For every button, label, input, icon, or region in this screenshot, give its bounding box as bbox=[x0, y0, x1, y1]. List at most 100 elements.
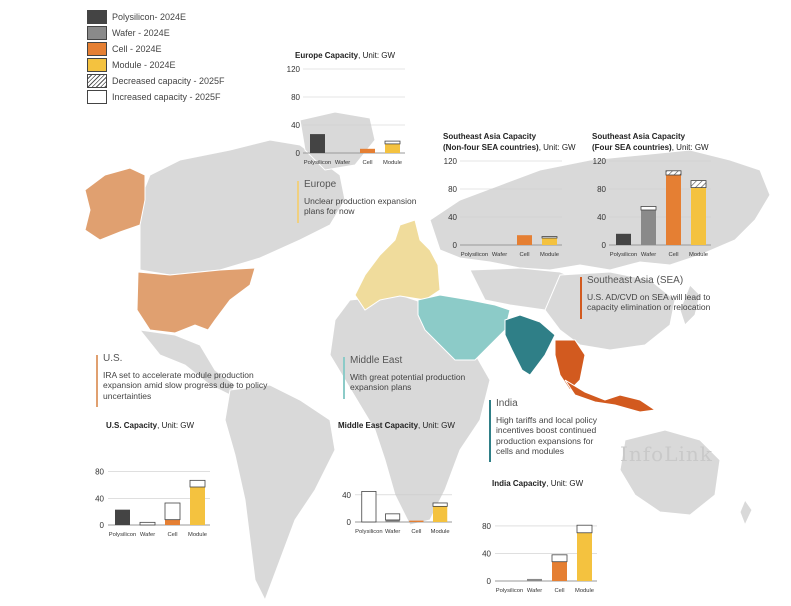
y-tick-label: 80 bbox=[448, 185, 457, 194]
x-tick-label: Wafer bbox=[641, 252, 656, 258]
map-china bbox=[544, 271, 676, 351]
note-sea: Southeast Asia (SEA) U.S. AD/CVD on SEA … bbox=[580, 275, 737, 319]
note-title: Europe bbox=[304, 179, 337, 190]
legend-item: Polysilicon- 2024E bbox=[87, 9, 237, 25]
x-tick-label: Cell bbox=[168, 532, 178, 538]
y-tick-label: 40 bbox=[291, 121, 300, 130]
x-tick-label: Module bbox=[188, 532, 207, 538]
watermark-logo: InfoLink bbox=[620, 442, 713, 466]
x-tick-label: Polysilicon bbox=[355, 529, 382, 535]
legend-label: Increased capacity - 2025F bbox=[112, 92, 221, 102]
y-tick-label: 0 bbox=[347, 518, 352, 527]
bar-module-2024e bbox=[190, 487, 205, 525]
chart-middle-east: 0 40 Polysilicon Wafer Cell Module bbox=[342, 491, 452, 535]
legend-label: Module - 2024E bbox=[112, 60, 176, 70]
bar-polysilicon-increased-2025f bbox=[361, 490, 377, 523]
note-text: With great potential production expansio… bbox=[350, 371, 466, 393]
note-accent-bar bbox=[297, 181, 299, 223]
bar-cell-2024e bbox=[666, 175, 681, 245]
x-tick-label: Cell bbox=[555, 588, 565, 594]
y-tick-label: 0 bbox=[453, 241, 458, 250]
y-tick-label: 80 bbox=[597, 185, 606, 194]
legend-label: Wafer - 2024E bbox=[112, 28, 170, 38]
chart-subtitle-text: (Non-four SEA countries) bbox=[443, 143, 539, 152]
legend-item: Decreased capacity - 2025F bbox=[87, 73, 237, 89]
y-tick-label: 40 bbox=[448, 213, 457, 222]
x-tick-label: Polysilicon bbox=[610, 252, 637, 258]
chart-unit-text: , Unit: GW bbox=[157, 421, 195, 430]
chart-unit-text: , Unit: GW bbox=[418, 421, 455, 430]
y-tick-label: 80 bbox=[291, 93, 300, 102]
bar-cell-2024e bbox=[409, 520, 424, 522]
legend-item: Increased capacity - 2025F bbox=[87, 89, 237, 105]
bar-cell-increased-2025f bbox=[164, 502, 181, 521]
note-accent-bar bbox=[96, 355, 98, 407]
chart-unit-text: , Unit: GW bbox=[546, 479, 584, 488]
y-tick-label: 80 bbox=[95, 468, 104, 477]
y-tick-label: 40 bbox=[597, 213, 606, 222]
bar-cell-2024e bbox=[165, 519, 180, 525]
y-tick-label: 120 bbox=[593, 157, 607, 166]
y-tick-label: 40 bbox=[95, 494, 104, 503]
x-tick-label: Module bbox=[575, 588, 594, 594]
chart-title-sea-nonfour: Southeast Asia Capacity (Non-four SEA co… bbox=[443, 131, 576, 153]
legend-label: Cell - 2024E bbox=[112, 44, 162, 54]
chart-title-sea-four: Southeast Asia Capacity (Four SEA countr… bbox=[592, 131, 709, 153]
note-accent-bar bbox=[489, 400, 491, 462]
x-tick-label: Wafer bbox=[527, 588, 542, 594]
bar-cell-increased-2025f bbox=[551, 554, 568, 563]
bar-module-2024e bbox=[577, 532, 592, 581]
x-tick-label: Polysilicon bbox=[461, 252, 488, 258]
note-title: U.S. bbox=[103, 353, 123, 364]
chart-title-us: U.S. Capacity, Unit: GW bbox=[106, 420, 194, 431]
note-title: Southeast Asia (SEA) bbox=[587, 275, 684, 286]
y-tick-label: 120 bbox=[444, 157, 458, 166]
note-text: Unclear production expansion plans for n… bbox=[304, 195, 417, 217]
legend-swatch bbox=[87, 90, 107, 104]
x-tick-label: Module bbox=[383, 160, 402, 166]
map-alaska bbox=[84, 167, 146, 241]
chart-title-text: Southeast Asia Capacity bbox=[592, 132, 686, 141]
bar-polysilicon-2024e bbox=[115, 509, 130, 525]
bar-cell-decreased-2025f bbox=[665, 170, 682, 176]
note-title: India bbox=[496, 398, 518, 409]
chart-unit-text: , Unit: GW bbox=[538, 143, 576, 152]
x-tick-label: Module bbox=[689, 252, 708, 258]
note-text: High tariffs and local policy incentives… bbox=[496, 414, 597, 457]
legend-swatch bbox=[87, 74, 107, 88]
note-title: Middle East bbox=[350, 355, 403, 366]
map-sea-mainland bbox=[554, 339, 586, 391]
chart-title-text: Southeast Asia Capacity bbox=[443, 132, 537, 141]
map-russia bbox=[429, 149, 771, 271]
chart-title-europe: Europe Capacity, Unit: GW bbox=[295, 50, 395, 61]
x-tick-label: Polysilicon bbox=[304, 160, 331, 166]
bar-cell-2024e bbox=[552, 561, 567, 581]
chart-title-text: Europe Capacity bbox=[295, 51, 359, 60]
x-tick-label: Wafer bbox=[335, 160, 350, 166]
y-tick-label: 0 bbox=[602, 241, 607, 250]
y-tick-label: 0 bbox=[487, 577, 492, 586]
x-tick-label: Polysilicon bbox=[496, 588, 523, 594]
note-india: India High tariffs and local policy ince… bbox=[489, 398, 611, 462]
bar-module-2024e bbox=[542, 238, 557, 245]
map-south-america bbox=[224, 384, 336, 602]
legend-swatch bbox=[87, 42, 107, 56]
note-accent-bar bbox=[343, 357, 345, 399]
chart-unit-text: , Unit: GW bbox=[671, 143, 709, 152]
chart-sea-nonfour: 0 40 80 120 Polysilicon Wafer Cell Module bbox=[444, 157, 562, 258]
x-tick-label: Cell bbox=[363, 160, 373, 166]
note-middle-east: Middle East With great potential product… bbox=[343, 355, 485, 399]
legend-swatch bbox=[87, 26, 107, 40]
note-text: U.S. AD/CVD on SEA will lead to capacity… bbox=[587, 291, 711, 313]
map-middle-east bbox=[417, 294, 511, 361]
map-new-zealand bbox=[739, 498, 753, 527]
x-tick-label: Polysilicon bbox=[109, 532, 136, 538]
x-tick-label: Wafer bbox=[492, 252, 507, 258]
x-tick-label: Wafer bbox=[140, 532, 155, 538]
legend-swatch bbox=[87, 58, 107, 72]
bar-polysilicon-2024e bbox=[616, 233, 631, 245]
x-tick-label: Cell bbox=[520, 252, 530, 258]
bar-wafer-increased-2025f bbox=[385, 513, 401, 521]
chart-title-india: India Capacity, Unit: GW bbox=[492, 478, 583, 489]
